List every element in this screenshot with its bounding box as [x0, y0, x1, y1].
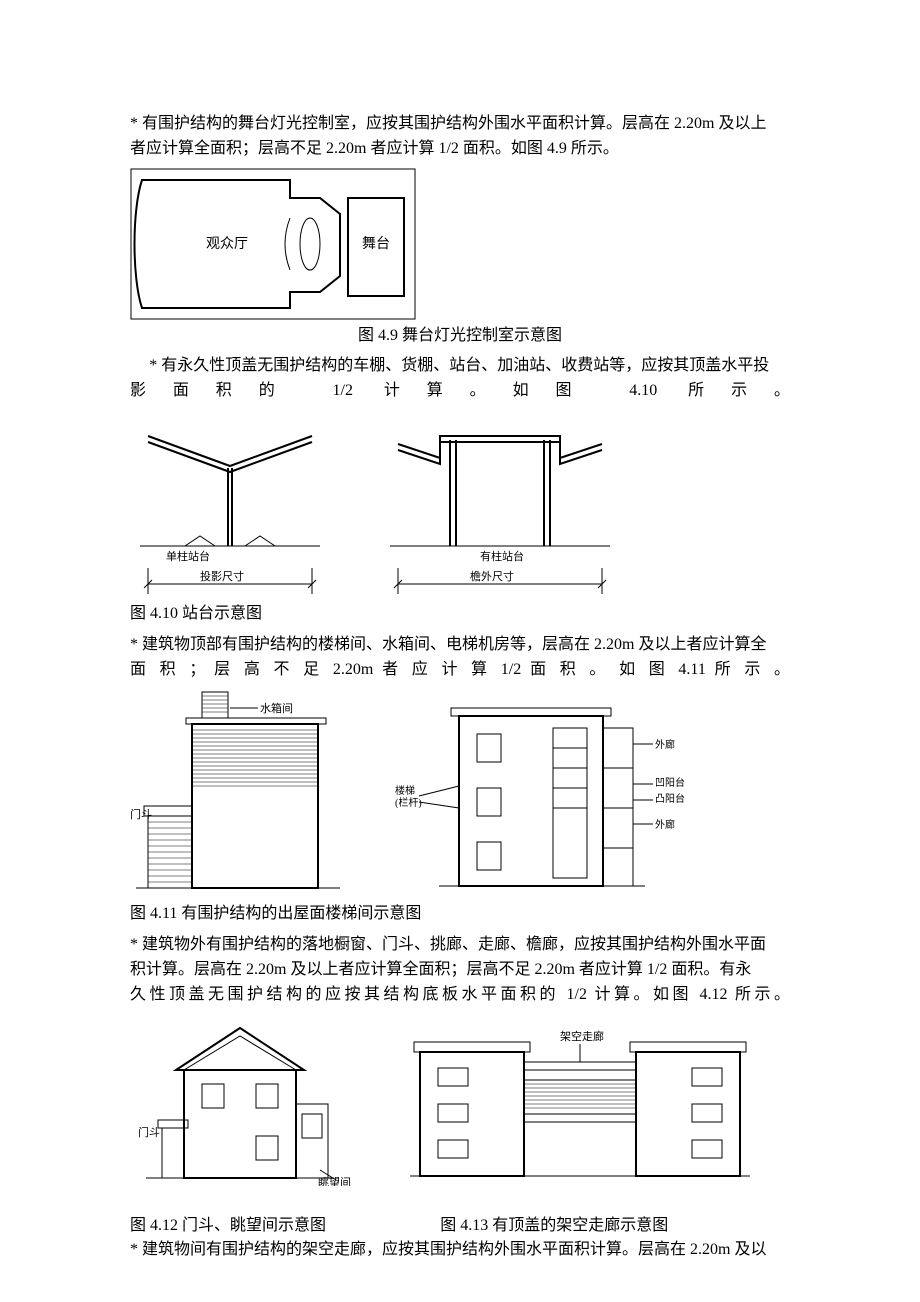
- para-4-line-3: 久性顶盖无围护结构的应按其结构底板水平面积的 1/2 计算。如图 4.12 所示…: [130, 983, 790, 1008]
- fig-4-13-svg: 架空走廊: [410, 1018, 750, 1186]
- para-1-line-1: * 有围护结构的舞台灯光控制室，应按其围护结构外围水平面积计算。层高在 2.20…: [130, 112, 790, 137]
- label-outer-corridor-bot: 外廊: [655, 818, 675, 831]
- label-single-column: 单柱站台: [166, 549, 210, 563]
- caption-4-9: 图 4.9 舞台灯光控制室示意图: [130, 324, 790, 349]
- label-column-platform: 有柱站台: [480, 549, 524, 563]
- label-corridor: 架空走廊: [560, 1029, 604, 1043]
- label-recessed-balcony: 凹阳台: [655, 776, 685, 789]
- label-door-411: 门斗: [130, 807, 152, 821]
- label-stair-b: (栏杆): [395, 796, 422, 809]
- para-3-line-1: * 建筑物顶部有围护结构的楼梯间、水箱间、电梯机房等，层高在 2.20m 及以上…: [130, 633, 790, 658]
- para-1-line-2: 者应计算全面积；层高不足 2.20m 者应计算 1/2 面积。如图 4.9 所示…: [130, 137, 790, 162]
- fig-4-10-svg: 单柱站台 投影尺寸 有柱站台 檐外尺寸: [130, 410, 636, 598]
- label-proj-dim: 投影尺寸: [200, 569, 244, 583]
- para-2-line-2: 影面积的 1/2 计算。如图 4.10 所示。: [130, 379, 790, 404]
- figure-4-12-13: 门斗 眺望间 架空走廊: [130, 1018, 790, 1186]
- para-4-line-2: 积计算。层高在 2.20m 及以上者应计算全面积；层高不足 2.20m 者应计算…: [130, 958, 790, 983]
- caption-row-412-413: 图 4.12 门斗、眺望间示意图 图 4.13 有顶盖的架空走廊示意图: [130, 1214, 790, 1239]
- para-4-line-1: * 建筑物外有围护结构的落地橱窗、门斗、挑廊、走廊、檐廊，应按其围护结构外围水平…: [130, 933, 790, 958]
- caption-4-11: 图 4.11 有围护结构的出屋面楼梯间示意图: [130, 902, 790, 927]
- label-audience: 观众厅: [206, 236, 248, 252]
- caption-4-12: 图 4.12 门斗、眺望间示意图: [130, 1214, 440, 1239]
- fig-4-11-right-svg: 楼梯 (栏杆) 外廊 凹阳台 凸阳台 外廊: [395, 688, 695, 898]
- para-2-line-1: * 有永久性顶盖无围护结构的车棚、货棚、站台、加油站、收费站等，应按其顶盖水平投: [130, 354, 790, 379]
- figure-4-11: 水箱间 门斗: [130, 688, 790, 898]
- fig-4-9-svg: 观众厅 舞台: [130, 168, 416, 320]
- para-3-line-2: 面 积 ； 层 高 不 足 2.20m 者 应 计 算 1/2 面 积 。 如 …: [130, 658, 790, 683]
- figure-4-10: 单柱站台 投影尺寸 有柱站台 檐外尺寸: [130, 410, 790, 598]
- label-door-412: 门斗: [138, 1125, 160, 1139]
- fig-4-11-left-svg: 水箱间 门斗: [130, 688, 355, 898]
- caption-4-10: 图 4.10 站台示意图: [130, 602, 790, 627]
- fig-4-12-svg: 门斗 眺望间: [130, 1018, 370, 1186]
- label-outer-corridor-top: 外廊: [655, 738, 675, 751]
- caption-4-13: 图 4.13 有顶盖的架空走廊示意图: [440, 1214, 790, 1239]
- figure-4-9: 观众厅 舞台: [130, 168, 790, 320]
- label-stair-a: 楼梯: [395, 784, 415, 797]
- label-stage: 舞台: [362, 236, 390, 252]
- label-eave-dim: 檐外尺寸: [470, 569, 514, 583]
- label-cantilever-balcony: 凸阳台: [655, 792, 685, 805]
- label-water-tank: 水箱间: [260, 701, 293, 715]
- para-5-line-1: * 建筑物间有围护结构的架空走廊，应按其围护结构外围水平面积计算。层高在 2.2…: [130, 1238, 790, 1263]
